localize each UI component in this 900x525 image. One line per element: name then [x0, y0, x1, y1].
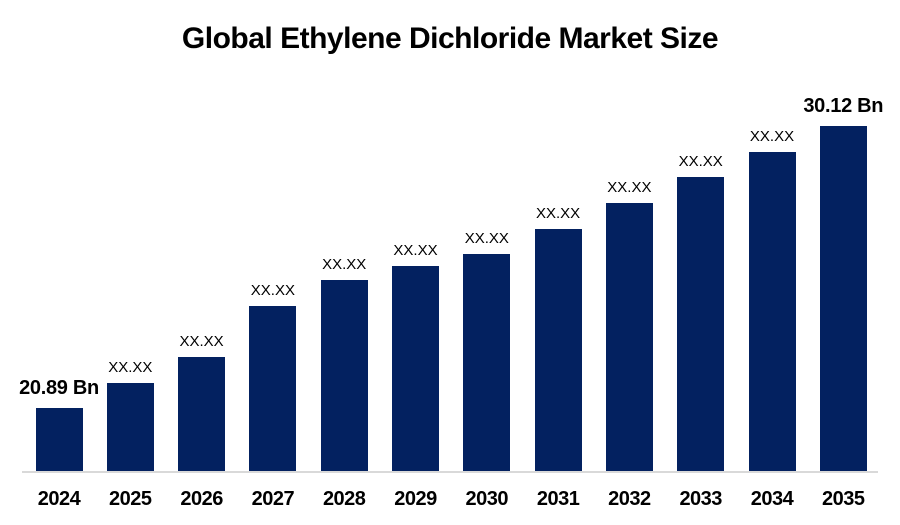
- bar-value-label-2030: XX.XX: [464, 229, 509, 247]
- bar-value-label-2034: XX.XX: [749, 127, 795, 145]
- bar-value-label-2026: XX.XX: [179, 332, 224, 350]
- x-axis-label-2032: 2032: [608, 488, 651, 510]
- x-axis-label-2028: 2028: [322, 488, 366, 510]
- bar-2025: [106, 383, 154, 471]
- bar-value-label-2027: XX.XX: [250, 281, 295, 299]
- bar-value-label-2029: XX.XX: [393, 241, 438, 259]
- bar-value-label-2025: XX.XX: [108, 358, 153, 376]
- bar-value-label-2028: XX.XX: [322, 255, 367, 273]
- bar-value-label-2031: XX.XX: [536, 204, 581, 222]
- bar-2029: [392, 266, 439, 471]
- bar-value-label-2035: 30.12 Bn: [803, 95, 884, 117]
- x-axis-label-2033: 2033: [679, 488, 722, 510]
- bar-2031: [534, 229, 582, 471]
- bar-2033: [677, 177, 725, 471]
- x-axis-line: [22, 471, 878, 473]
- x-axis-label-2034: 2034: [750, 488, 794, 510]
- bar-2027: [249, 306, 297, 471]
- bar-2034: [748, 152, 796, 471]
- x-axis-label-2029: 2029: [394, 488, 437, 510]
- bar-2032: [605, 203, 653, 471]
- bar-2030: [463, 254, 511, 471]
- bar-value-label-2033: XX.XX: [678, 152, 723, 170]
- x-axis-label-2026: 2026: [180, 488, 223, 510]
- bar-2026: [178, 357, 226, 471]
- bar-value-label-2024: 20.89 Bn: [19, 377, 99, 399]
- x-axis-label-2035: 2035: [822, 488, 865, 510]
- bar-2028: [320, 280, 368, 471]
- x-axis-label-2030: 2030: [465, 488, 509, 510]
- x-axis-label-2027: 2027: [251, 488, 295, 510]
- x-axis-label-2024: 2024: [37, 488, 81, 510]
- x-axis-label-2031: 2031: [536, 488, 580, 510]
- chart-title: Global Ethylene Dichloride Market Size: [181, 22, 719, 55]
- x-axis-label-2025: 2025: [109, 488, 152, 510]
- bar-2035: [819, 126, 867, 471]
- bar-value-label-2032: XX.XX: [607, 178, 652, 196]
- bar-2024: [35, 408, 83, 471]
